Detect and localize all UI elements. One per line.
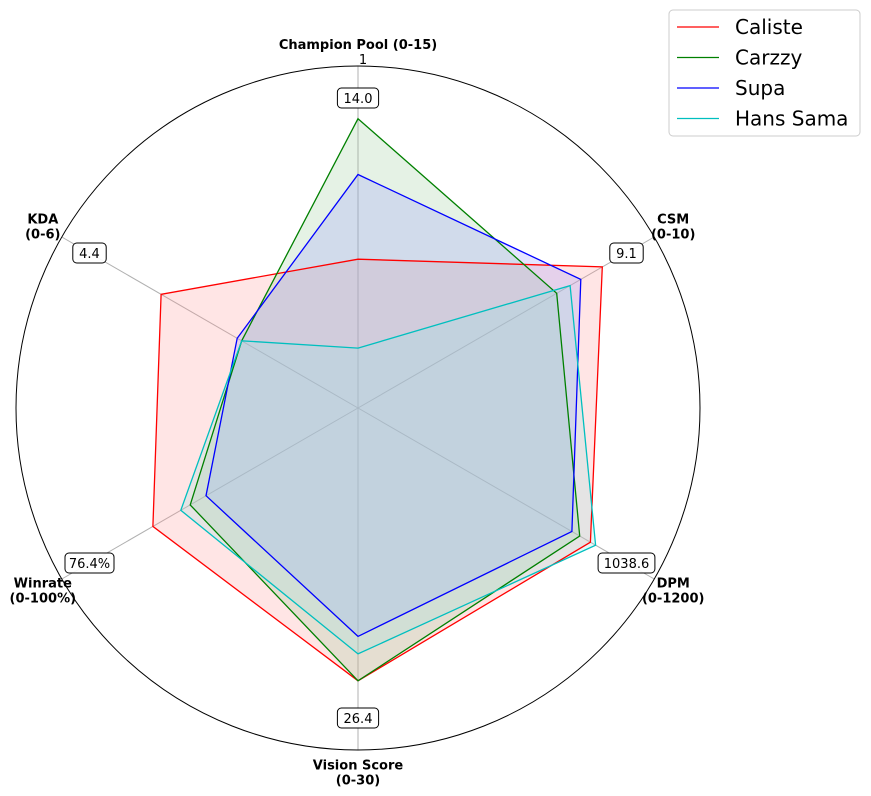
series-line-2 (205, 173, 582, 638)
max-value-label-3: 26.4 (344, 712, 373, 727)
spoke-line-5 (61, 236, 359, 409)
series-fill-3 (180, 285, 596, 654)
outer-circle (15, 65, 701, 751)
max-value-box-0 (336, 87, 380, 109)
max-value-label-0: 14.0 (344, 92, 373, 107)
radar-grid (15, 65, 701, 751)
legend-entry-1: Carzzy (735, 46, 802, 70)
max-value-label-2: 1038.6 (604, 557, 650, 572)
spoke-line-4 (61, 407, 359, 580)
series-fill-2 (206, 174, 581, 637)
max-value-label-5: 4.4 (79, 247, 100, 262)
legend-entry-2: Supa (735, 76, 785, 100)
spoke-line-2 (357, 407, 655, 580)
spoke-line-1 (357, 236, 655, 409)
max-value-box-3 (336, 707, 380, 729)
series-line-3 (180, 284, 597, 655)
chart-legend: Caliste Carzzy Supa Hans Sama (668, 9, 861, 137)
legend-entry-0: Caliste (735, 15, 803, 39)
axis-title-1-line-1: (0-10) (651, 228, 695, 243)
axis-title-5-line-0: KDA (27, 213, 58, 228)
radial-tick-label: 1 (359, 53, 367, 68)
axis-title-4-line-0: Winrate (14, 577, 72, 592)
legend-frame (668, 9, 861, 137)
max-value-box-4 (64, 552, 115, 574)
axis-title-2-line-1: (0-1200) (642, 592, 705, 607)
axis-title-0-line-0: Champion Pool (0-15) (279, 38, 437, 53)
axis-title-3-line-1: (0-30) (336, 774, 380, 789)
max-value-box-5 (72, 242, 107, 264)
series-fill-1 (190, 118, 580, 681)
max-value-label-4: 76.4% (69, 557, 110, 572)
axis-title-2-line-0: DPM (657, 577, 690, 592)
max-value-box-1 (609, 242, 644, 264)
axis-title-4-line-1: (0-100%) (10, 592, 77, 607)
axis-title-1-line-0: CSM (657, 213, 689, 228)
legend-entry-3: Hans Sama (735, 107, 848, 131)
axis-title-5-line-1: (0-6) (25, 228, 60, 243)
max-value-box-2 (597, 552, 656, 574)
radar-series (152, 117, 603, 682)
axis-title-3-line-0: Vision Score (313, 759, 404, 774)
max-value-label-1: 9.1 (616, 247, 637, 262)
series-fill-0 (152, 259, 603, 681)
